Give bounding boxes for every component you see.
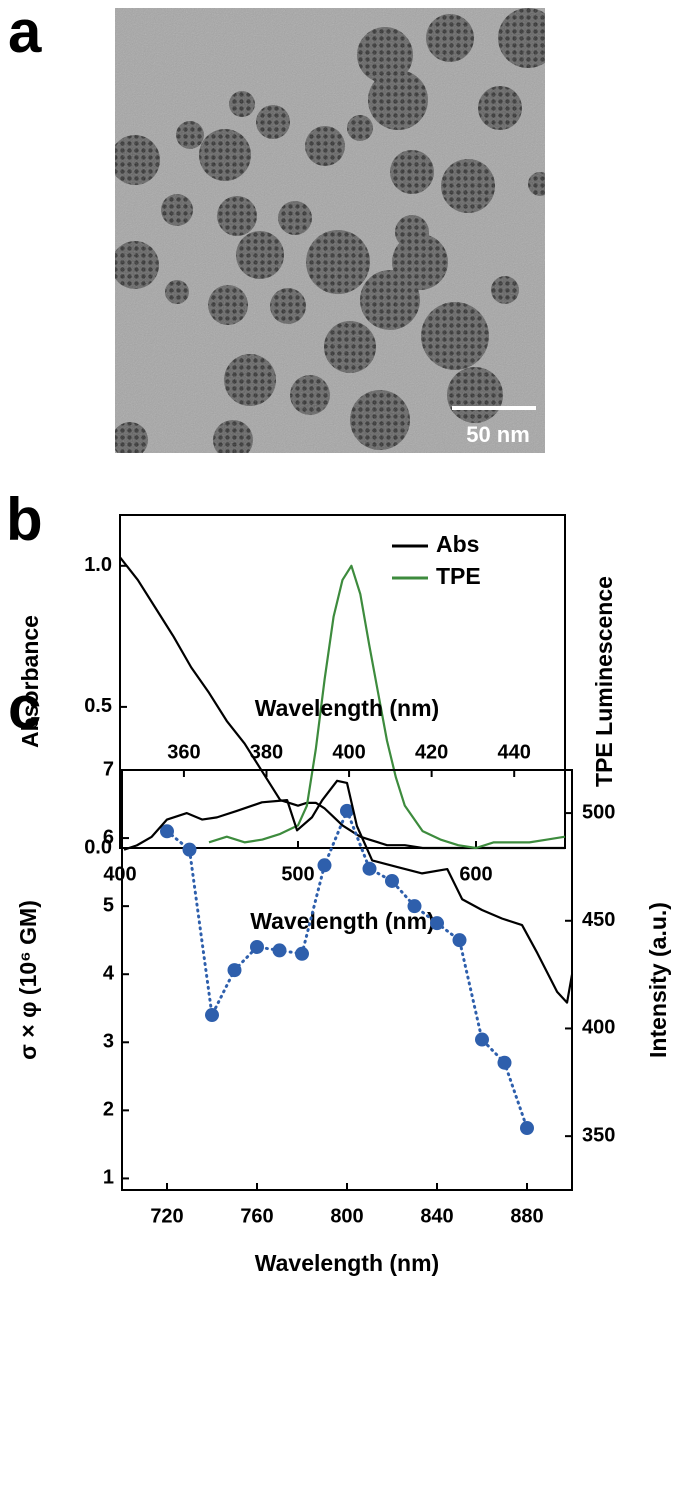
- data-point: [430, 916, 444, 931]
- y-tick-label: 1: [103, 1167, 114, 1189]
- data-point: [295, 946, 309, 961]
- scale-bar-label: 50 nm: [466, 422, 530, 447]
- panel-label: a: [8, 0, 42, 65]
- data-point: [407, 899, 422, 914]
- data-point: [497, 1055, 512, 1070]
- data-point: [272, 943, 287, 958]
- plot-frame: [121, 769, 573, 1191]
- x-tick-label: 720: [150, 1205, 183, 1227]
- y-tick-label: 2: [103, 1099, 114, 1121]
- y-tick-label: 7: [103, 758, 114, 780]
- micrograph: [115, 8, 545, 453]
- y-tick-label: 6: [103, 826, 114, 848]
- x-tick-label: 600: [459, 863, 492, 885]
- x2-tick-label: 400: [332, 741, 365, 763]
- data-point: [340, 803, 354, 818]
- y2-tick-label: 400: [582, 1017, 615, 1039]
- y2-tick-label: 350: [582, 1124, 615, 1146]
- data-line: [208, 564, 566, 850]
- panel-label: b: [6, 486, 43, 553]
- legend-label: TPE: [436, 563, 481, 589]
- y2-tick-label: 500: [582, 801, 615, 823]
- y-tick-label: 5: [103, 894, 114, 916]
- y2-axis-label: Intensity (a.u.): [645, 902, 671, 1058]
- x2-tick-label: 440: [498, 741, 531, 763]
- x-tick-label: 880: [510, 1205, 543, 1227]
- x-tick-label: 800: [330, 1205, 363, 1227]
- y2-axis-label: TPE Luminescence: [591, 576, 617, 787]
- x-tick-label: 500: [281, 863, 314, 885]
- y-axis-label: σ × φ (10⁶ GM): [15, 900, 41, 1060]
- legend-label: Abs: [436, 531, 479, 557]
- data-point: [160, 824, 174, 839]
- x-axis-label: Wavelength (nm): [255, 1250, 439, 1276]
- y-tick-label: 1.0: [84, 554, 112, 576]
- data-point: [182, 842, 197, 857]
- y-tick-label: 4: [103, 962, 115, 984]
- x-axis-label: Wavelength (nm): [250, 908, 434, 934]
- data-point: [385, 873, 399, 888]
- y2-tick-label: 450: [582, 909, 615, 931]
- data-line: [123, 779, 574, 1004]
- data-line: [165, 809, 529, 1130]
- y-axis-label: Absorbance: [17, 615, 43, 748]
- x2-tick-label: 360: [167, 741, 200, 763]
- data-point: [317, 858, 332, 873]
- data-point: [205, 1008, 219, 1023]
- x-tick-label: 840: [420, 1205, 453, 1227]
- x2-axis-label: Wavelength (nm): [255, 695, 439, 721]
- data-point: [250, 939, 264, 954]
- y-tick-label: 3: [103, 1031, 114, 1053]
- x-tick-label: 400: [103, 863, 136, 885]
- x2-tick-label: 380: [250, 741, 283, 763]
- plot-frame: [119, 514, 566, 849]
- data-point: [475, 1032, 489, 1047]
- data-point: [520, 1121, 534, 1136]
- y-tick-label: 0.0: [84, 836, 112, 858]
- x2-tick-label: 420: [415, 741, 448, 763]
- x-tick-label: 760: [240, 1205, 273, 1227]
- data-point: [452, 933, 467, 948]
- data-point: [362, 861, 377, 876]
- panel-label: c: [8, 674, 41, 741]
- data-point: [227, 963, 242, 978]
- y-tick-label: 0.5: [84, 695, 112, 717]
